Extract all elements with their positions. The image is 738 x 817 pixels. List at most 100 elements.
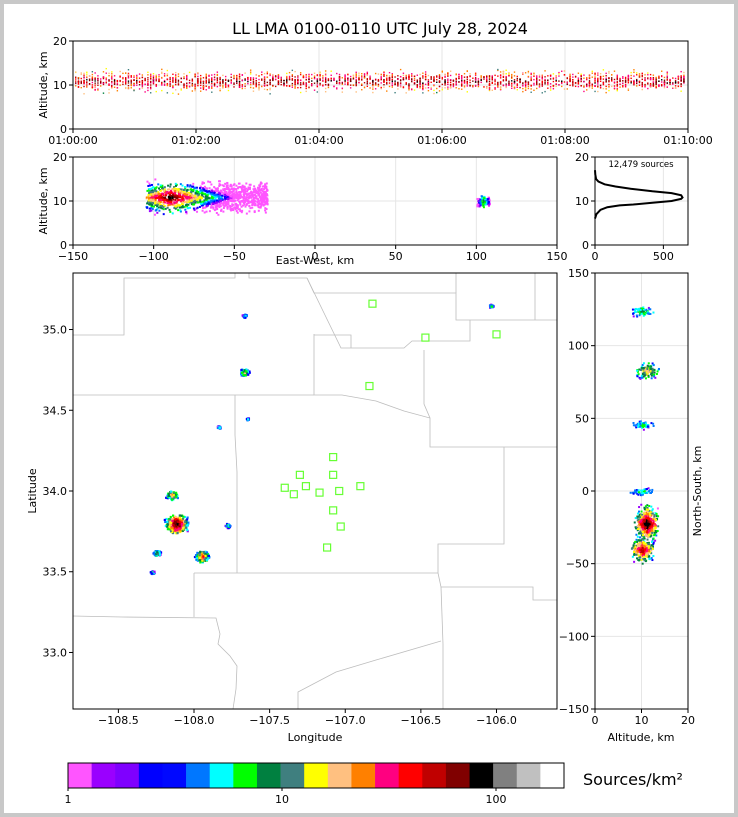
source-point (327, 83, 330, 86)
source-point (533, 89, 535, 92)
source-point (491, 82, 493, 84)
source-point (194, 89, 196, 92)
source-point (572, 81, 574, 84)
source-point (388, 79, 391, 82)
source-point (116, 81, 119, 83)
source-point (605, 77, 607, 80)
source-point (408, 89, 410, 91)
source-point (201, 187, 204, 190)
source-point (211, 85, 213, 87)
source-point (163, 79, 166, 82)
source-point (105, 81, 107, 83)
source-point (288, 77, 291, 79)
source-point (636, 80, 638, 82)
source-point (672, 87, 674, 89)
source-point (461, 83, 463, 85)
source-point (149, 73, 152, 76)
source-point (174, 74, 177, 76)
source-point (75, 71, 77, 73)
source-density-cell (186, 530, 189, 533)
source-point (266, 72, 269, 75)
source-point (187, 196, 190, 199)
source-point (572, 76, 574, 78)
source-point (222, 82, 224, 84)
source-point (322, 85, 324, 87)
source-point (162, 205, 165, 208)
source-point (204, 193, 207, 196)
source-point (113, 79, 116, 82)
source-point (552, 88, 555, 90)
source-point (605, 80, 607, 82)
source-density-cell (206, 553, 209, 556)
source-point (213, 194, 216, 197)
source-point (178, 190, 181, 193)
source-point (161, 83, 163, 85)
source-point (211, 202, 214, 205)
source-point (397, 78, 399, 81)
source-point (211, 82, 213, 85)
source-point (233, 77, 235, 80)
source-point (516, 83, 518, 85)
source-point (477, 197, 480, 200)
source-point (577, 79, 580, 81)
source-point (201, 189, 204, 192)
source-point (577, 72, 580, 74)
source-point (185, 189, 188, 192)
source-point (436, 75, 438, 77)
source-point (146, 202, 149, 205)
source-point (194, 197, 197, 200)
source-point (206, 194, 209, 197)
source-point (197, 190, 200, 193)
source-density-cell (170, 523, 173, 526)
source-point (333, 85, 335, 88)
source-point (447, 88, 449, 90)
source-point (94, 84, 96, 86)
source-point (111, 76, 113, 78)
source-point (245, 196, 248, 199)
source-point (245, 190, 248, 193)
source-point (416, 79, 419, 81)
source-point (230, 195, 233, 198)
source-point (484, 197, 487, 200)
source-point (494, 83, 496, 85)
source-point (201, 209, 204, 212)
source-point (169, 85, 171, 87)
source-point (202, 192, 205, 195)
source-point (161, 89, 163, 92)
source-point (263, 201, 266, 204)
source-point (211, 77, 213, 79)
source-point (181, 190, 184, 193)
source-density-cell (165, 496, 168, 499)
source-point (167, 202, 170, 205)
source-point (266, 71, 269, 73)
source-point (222, 204, 225, 207)
source-point (225, 186, 228, 189)
source-point (588, 86, 591, 89)
source-point (260, 196, 263, 199)
source-point (202, 86, 205, 88)
source-density-cell (202, 552, 205, 555)
source-point (86, 73, 88, 75)
source-point (88, 75, 91, 77)
source-point (177, 191, 180, 194)
source-point (386, 78, 388, 81)
source-point (195, 207, 198, 210)
source-point (597, 80, 599, 83)
source-point (663, 83, 666, 86)
source-point (170, 202, 173, 205)
source-point (159, 184, 162, 187)
source-point (154, 193, 157, 196)
source-point (196, 210, 199, 213)
source-point (436, 76, 438, 78)
source-point (427, 84, 430, 86)
source-point (294, 79, 296, 82)
source-point (422, 88, 424, 91)
source-point (583, 90, 585, 93)
source-point (222, 80, 224, 83)
source-point (264, 207, 267, 210)
source-point (647, 82, 649, 84)
source-point (183, 77, 185, 80)
source-point (162, 198, 165, 201)
source-point (513, 79, 516, 81)
source-point (247, 187, 250, 190)
